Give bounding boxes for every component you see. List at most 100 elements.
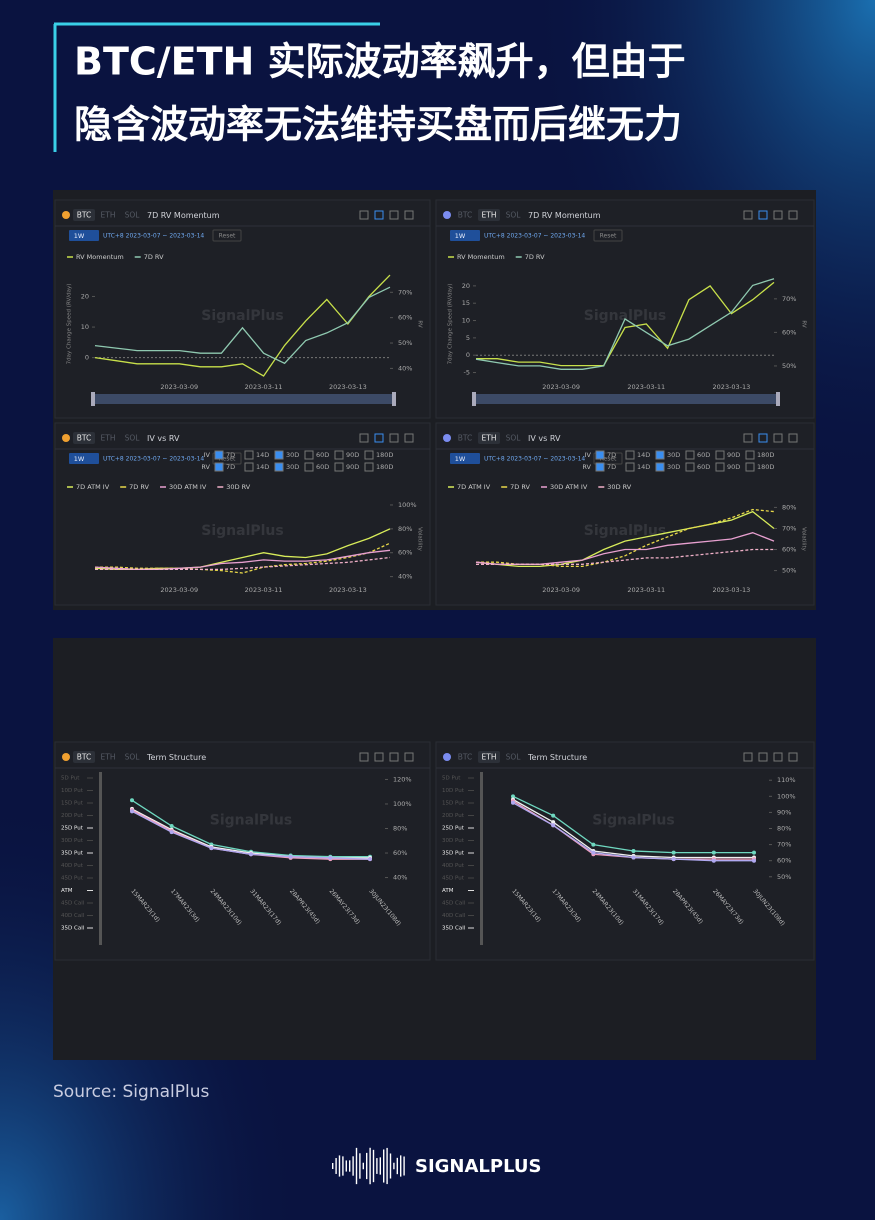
checkbox[interactable] (625, 450, 635, 460)
slider-handle[interactable] (91, 392, 95, 406)
reset: Reset (219, 456, 236, 463)
x-tick-label: 2023-03-13 (329, 586, 367, 594)
series-line (95, 542, 391, 574)
series-line (94, 286, 391, 365)
slider (472, 394, 780, 404)
checkbox[interactable] (304, 462, 314, 472)
logo-bar (376, 1158, 378, 1174)
y-tick-label: 20 (81, 292, 89, 300)
y-tick-label: 15 (462, 299, 470, 307)
check-option: 14D (637, 451, 650, 459)
y2-axis-label: RV (801, 320, 807, 328)
legend-label: RV Momentum (76, 253, 124, 261)
point (551, 820, 556, 825)
tab: ETH (101, 753, 116, 762)
reset-box[interactable] (593, 229, 623, 242)
logo-bar (366, 1152, 368, 1180)
checkbox[interactable] (745, 450, 755, 460)
y-tick-label: 5 (466, 334, 470, 342)
checkbox[interactable] (364, 450, 374, 460)
slider-handle[interactable] (776, 392, 780, 406)
check-option: 180D (757, 451, 774, 459)
date-range: UTC+8 2023-03-07 ~ 2023-03-14 (103, 233, 204, 240)
tool-icon (359, 433, 369, 443)
legend-label: 7D RV (525, 253, 545, 261)
check-option: 90D (727, 463, 740, 471)
checkbox[interactable] (745, 462, 755, 472)
checkbox[interactable] (334, 462, 344, 472)
series-line (475, 532, 775, 565)
point (368, 857, 372, 862)
check-option: 30D (286, 463, 299, 471)
checkbox[interactable] (595, 450, 605, 460)
y2-tick-label: 50% (398, 339, 412, 347)
point (711, 858, 716, 863)
logo-bar (379, 1157, 381, 1175)
legend-label: 7D RV (129, 483, 149, 491)
tool-icon (374, 752, 384, 762)
legend-label: 30D ATM IV (550, 483, 588, 491)
logo-bar (372, 1149, 375, 1183)
reset-box[interactable] (593, 452, 623, 465)
checkbox[interactable] (244, 462, 254, 472)
checkbox[interactable] (685, 450, 695, 460)
checkbox[interactable] (625, 462, 635, 472)
tool-icon (359, 752, 369, 762)
checkbox[interactable] (685, 462, 695, 472)
y2-axis-label: Volatility (801, 527, 807, 551)
date-range: UTC+8 2023-03-07 ~ 2023-03-14 (103, 456, 204, 463)
smile-point: 10D Put (61, 788, 84, 794)
checkbox[interactable] (715, 450, 725, 460)
point (169, 830, 174, 835)
tab: ETH (101, 211, 116, 220)
chart-title: 7D RV Momentum (528, 211, 601, 220)
checkbox[interactable] (244, 450, 254, 460)
reset-box[interactable] (212, 452, 242, 465)
tab: SOL (506, 434, 522, 443)
point (511, 800, 515, 805)
point (671, 850, 676, 855)
logo-bar (349, 1160, 351, 1172)
checkbox[interactable] (274, 450, 284, 460)
tab: SOL (506, 211, 522, 220)
check-row-label: IV (585, 451, 592, 459)
legend-label: 7D RV (144, 253, 164, 261)
tool-icon (788, 433, 798, 443)
smile-point: 10D Put (442, 788, 465, 794)
smile-point: 35D Put (61, 851, 84, 857)
tab: ETH (482, 753, 497, 762)
checkbox[interactable] (334, 450, 344, 460)
check-option: 180D (376, 463, 393, 471)
checkbox[interactable] (364, 462, 374, 472)
checkbox[interactable] (214, 450, 224, 460)
y2-tick-label: 60% (398, 549, 412, 557)
headline: 隐含波动率无法维持买盘而后继无力 (74, 103, 682, 147)
smile-point: ATM (61, 888, 73, 894)
checkbox[interactable] (655, 450, 665, 460)
slider-handle[interactable] (392, 392, 396, 406)
watermark: SignalPlus (584, 308, 666, 324)
checkbox[interactable] (214, 462, 224, 472)
tab: SOL (125, 753, 141, 762)
smile-point: 40D Put (442, 863, 465, 869)
y2-tick-label: 100% (777, 792, 796, 800)
checkbox[interactable] (274, 462, 284, 472)
coin-icon (62, 434, 70, 442)
scroll-track (480, 772, 483, 945)
logo-bar (342, 1156, 344, 1176)
tab: SOL (506, 753, 522, 762)
checkbox[interactable] (655, 462, 665, 472)
y2-tick-label: 50% (782, 567, 796, 575)
logo-bar (400, 1155, 402, 1177)
y-tick-label: -5 (464, 369, 470, 377)
checkbox[interactable] (715, 462, 725, 472)
logo-bar (359, 1153, 361, 1179)
headline: BTC/ETH 实际波动率飙升，但由于 (74, 40, 686, 84)
checkbox[interactable] (595, 462, 605, 472)
slider-handle[interactable] (472, 392, 476, 406)
checkbox[interactable] (304, 450, 314, 460)
coin-icon (443, 211, 451, 219)
reset-box[interactable] (212, 229, 242, 242)
tab-active (478, 209, 500, 221)
